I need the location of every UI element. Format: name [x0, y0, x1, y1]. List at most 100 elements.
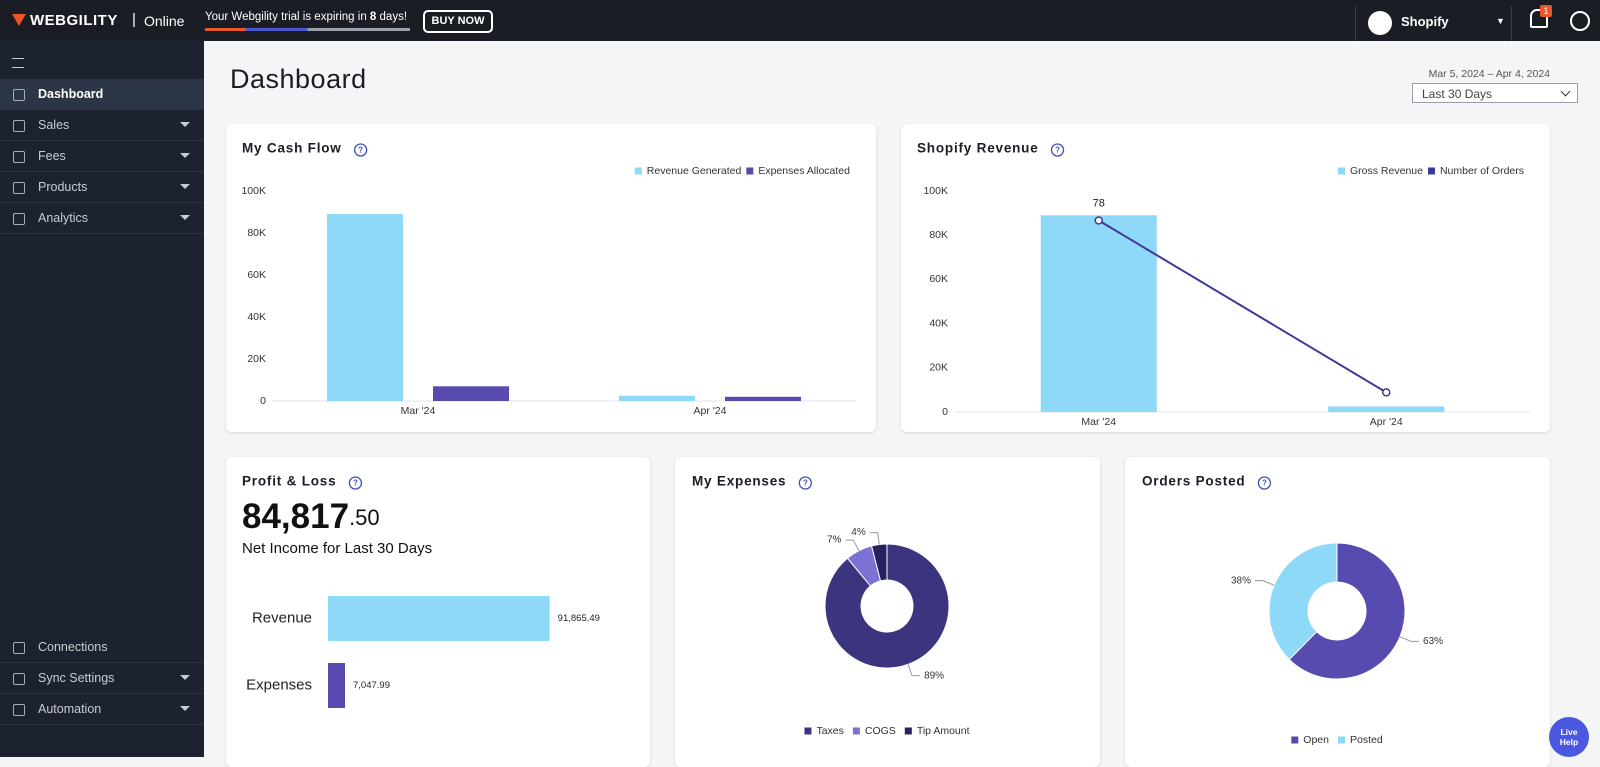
nav-item[interactable]: Connections	[0, 632, 204, 663]
y-tick-label: 0	[260, 395, 266, 407]
profit-loss-card: Profit & Loss? 84,817.50 Net Income for La…	[226, 457, 650, 767]
nav-item[interactable]: Products	[0, 172, 204, 203]
legend-label: Expenses Allocated	[758, 165, 850, 177]
separator: |	[132, 11, 136, 28]
legend-label: Revenue Generated	[647, 165, 742, 177]
user-menu[interactable]	[1570, 11, 1590, 31]
collapse-menu[interactable]	[12, 58, 24, 68]
donut-slice	[1268, 542, 1338, 661]
nav-label: Products	[38, 180, 88, 194]
x-tick-label: Mar '24	[401, 405, 436, 417]
store-icon	[1368, 11, 1392, 35]
revenue-card: Shopify Revenue? Number of Orders Gross Re…	[901, 124, 1550, 432]
nav-item[interactable]: Analytics	[0, 203, 204, 234]
donut-slice	[824, 543, 950, 669]
card-title: My Expenses	[692, 474, 786, 489]
leader-line	[1399, 636, 1420, 642]
period-value: Last 30 Days	[1422, 87, 1493, 101]
card-title: Profit & Loss	[242, 474, 336, 489]
donut-slice	[1288, 542, 1406, 680]
bar	[725, 396, 801, 401]
legend: Open Posted	[1291, 734, 1383, 746]
y-tick-label: 60K	[929, 273, 948, 285]
data-label: 89%	[924, 670, 944, 681]
bar	[1040, 215, 1157, 412]
y-tick-label: 40K	[929, 317, 948, 329]
store-selector[interactable]: Shopify ▼	[1355, 6, 1512, 41]
bar	[327, 214, 403, 401]
leader-line	[845, 539, 860, 551]
data-label: 78	[1093, 197, 1105, 209]
legend-swatch	[746, 167, 754, 175]
help-mark: ?	[1262, 479, 1267, 488]
logo	[12, 14, 26, 26]
legend-swatch	[804, 727, 812, 735]
y-tick-label: 80K	[929, 229, 948, 241]
expenses-card: My Expenses? 89% 7% 4% Taxes COGS Tip Amount	[675, 457, 1100, 767]
nav-label: Connections	[38, 640, 108, 654]
y-tick-label: 60K	[247, 269, 266, 281]
y-tick-label: 100K	[923, 185, 948, 197]
legend: Taxes COGS Tip Amount	[804, 725, 970, 737]
leader-line	[1254, 580, 1275, 586]
period-select[interactable]: Last 30 Days	[1412, 83, 1578, 103]
legend-label: COGS	[865, 725, 896, 737]
sidebar: Dashboard Sales Fees Products Analytics Conne…	[0, 41, 204, 757]
nav-item[interactable]: Sales	[0, 110, 204, 141]
help-mark: ?	[353, 479, 358, 488]
category-label: Revenue	[252, 609, 312, 626]
buy-button[interactable]: BUY NOW	[423, 10, 493, 33]
legend-label: Taxes	[816, 725, 843, 737]
help-icon	[353, 143, 368, 157]
nav-item[interactable]: Dashboard	[0, 79, 204, 110]
nav-label: Analytics	[38, 211, 89, 225]
chart: Profit & Loss ? 84,817.50 Net Income for La…	[242, 474, 600, 708]
chart: Shopify Revenue ? Number of Orders Gross Re…	[917, 141, 1530, 428]
help-mark: ?	[358, 146, 363, 155]
legend-swatch	[634, 167, 642, 175]
x-tick-label: Apr '24	[1370, 416, 1403, 428]
nav-item[interactable]: Sync Settings	[0, 663, 204, 694]
y-tick-label: 0	[942, 406, 948, 418]
leader-line	[907, 664, 921, 677]
data-label: 4%	[851, 527, 866, 538]
live-help[interactable]: Live Help	[1549, 717, 1589, 757]
y-tick-label: 20K	[247, 353, 266, 365]
legend-swatch	[1291, 736, 1299, 744]
notifications[interactable]	[1530, 9, 1548, 28]
legend-swatch	[904, 727, 912, 735]
help-icon	[798, 476, 812, 490]
legend-label: Number of Orders	[1440, 165, 1524, 177]
orders-card: Orders Posted? 63% 38% Open Posted	[1125, 457, 1550, 767]
line-point	[1094, 216, 1103, 225]
nav-item[interactable]: Automation	[0, 694, 204, 725]
data-label: 7%	[827, 535, 842, 546]
help-mark: ?	[803, 479, 808, 488]
nav-label: Sync Settings	[38, 671, 115, 685]
help-mark: ?	[1055, 146, 1060, 155]
data-label: 63%	[1423, 636, 1443, 647]
y-tick-label: 40K	[247, 311, 266, 323]
legend-swatch	[852, 727, 860, 735]
top-bar: WEBGILITY | Online Your Webgility trial …	[0, 0, 1600, 41]
legend-label: Open	[1303, 734, 1329, 746]
card-title: My Cash Flow	[242, 141, 342, 156]
data-label: 38%	[1231, 575, 1251, 586]
edition: Online	[144, 13, 185, 29]
legend-label: Gross Revenue	[1350, 165, 1423, 177]
legend-label: Tip Amount	[917, 725, 970, 737]
subtitle: Net Income for Last 30 Days	[242, 540, 432, 557]
help-icon	[1257, 476, 1272, 490]
trial-suffix: days!	[379, 11, 408, 23]
amount-cents: .50	[349, 505, 380, 530]
help-icon	[1050, 143, 1065, 157]
trial-progress	[205, 28, 410, 31]
net-income: 84,817.50	[242, 497, 380, 536]
line	[1098, 219, 1387, 394]
chart: Orders Posted ? 63% 38% Open Posted	[1142, 474, 1443, 746]
legend-label: Posted	[1350, 734, 1383, 746]
nav-label: Automation	[38, 702, 102, 716]
y-tick-label: 20K	[929, 362, 948, 374]
nav-item[interactable]: Fees	[0, 141, 204, 172]
notification-badge: 1	[1540, 5, 1552, 17]
